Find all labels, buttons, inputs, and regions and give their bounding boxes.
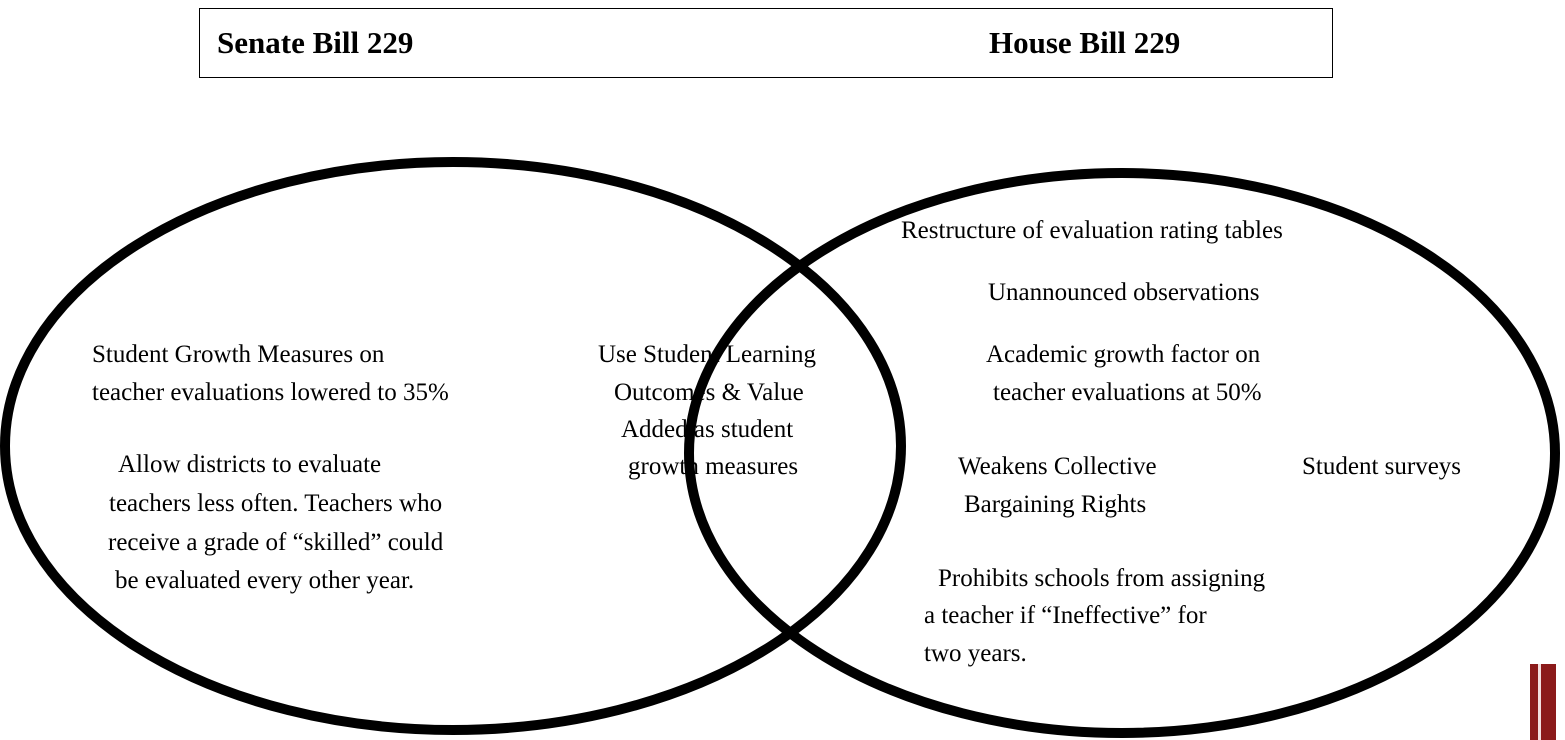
house-item-unannounced: Unannounced observations — [988, 279, 1260, 306]
senate-bill-title: Senate Bill 229 — [217, 25, 414, 60]
senate-item-evaluate-less-line4: be evaluated every other year. — [115, 567, 415, 594]
left-ellipse-senate — [0, 157, 906, 735]
house-item-collective-bargaining-line1: Weakens Collective — [958, 453, 1157, 480]
house-item-prohibits-line1: Prohibits schools from assigning — [938, 565, 1266, 592]
house-item-prohibits-line3: two years. — [924, 640, 1027, 667]
overlap-item-line2: Outcomes & Value — [614, 379, 804, 406]
senate-item-evaluate-less-line1: Allow districts to evaluate — [118, 451, 382, 478]
house-item-restructure: Restructure of evaluation rating tables — [901, 217, 1283, 244]
senate-item-evaluate-less-line2: teachers less often. Teachers who — [109, 490, 443, 517]
senate-item-evaluate-less-line3: receive a grade of “skilled” could — [108, 529, 444, 556]
overlap-item-line4: growth measures — [628, 453, 799, 480]
header-box: Senate Bill 229 House Bill 229 — [199, 8, 1333, 78]
right-ellipse-house — [684, 168, 1560, 738]
accent-bar-decoration — [1530, 664, 1556, 740]
house-item-prohibits-line2: a teacher if “Ineffective” for — [924, 602, 1207, 629]
house-item-collective-bargaining-line2: Bargaining Rights — [964, 491, 1147, 518]
house-bill-title: House Bill 229 — [989, 25, 1181, 60]
accent-bar-highlight — [1538, 664, 1541, 740]
house-item-academic-growth-line2: teacher evaluations at 50% — [993, 379, 1262, 406]
house-item-academic-growth-line1: Academic growth factor on — [986, 341, 1261, 368]
overlap-item-line3: Added as student — [621, 416, 794, 443]
senate-item-growth-measures-line2: teacher evaluations lowered to 35% — [92, 379, 449, 406]
house-item-student-surveys: Student surveys — [1302, 453, 1462, 480]
overlap-item-line1: Use Student Learning — [598, 341, 817, 368]
senate-item-growth-measures-line1: Student Growth Measures on — [92, 341, 385, 368]
